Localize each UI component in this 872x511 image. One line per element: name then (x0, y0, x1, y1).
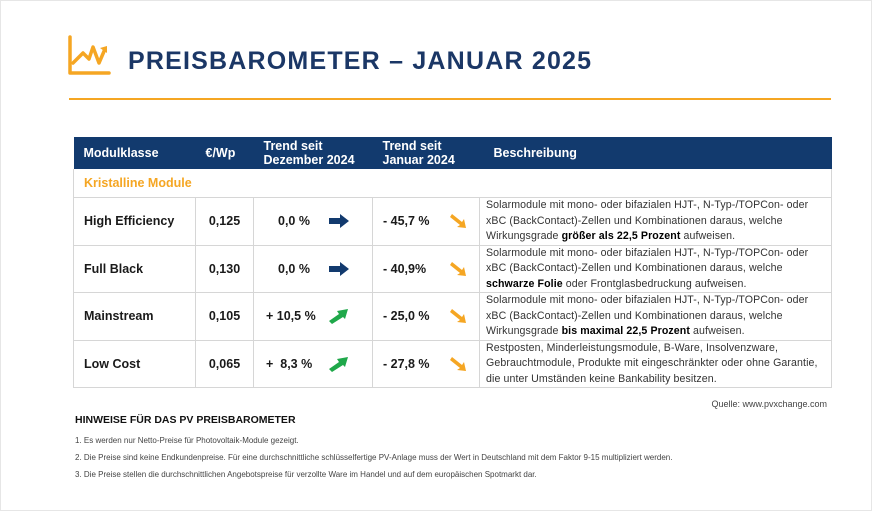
trend-dec-value: + 10,5 % (266, 309, 316, 324)
col-header-trend-jan-line2: Januar 2024 (382, 153, 455, 167)
note-item: 1. Es werden nur Netto-Preise für Photov… (75, 436, 299, 445)
arrow-down-right-icon (450, 309, 466, 324)
module-class: High Efficiency (73, 197, 196, 246)
description-text-end: aufweisen. (690, 325, 745, 337)
description-text: Restposten, Minderleistungsmodule, B-War… (486, 341, 818, 385)
table-header: Modulklasse €/Wp Trend seit Dezember 2024… (73, 137, 832, 169)
title-divider (69, 98, 831, 100)
category-row: Kristalline Module (73, 169, 832, 198)
description-text: Solarmodule mit mono- oder bifazialen HJ… (486, 199, 809, 242)
trend-dec-cell: + 8,3 % (253, 339, 373, 388)
note-item: 2. Die Preise sind keine Endkundenpreise… (75, 453, 673, 462)
col-header-trend-jan: Trend seit Januar 2024 (372, 137, 480, 169)
arrow-up-right-icon (329, 309, 348, 325)
description: Solarmodule mit mono- oder bifazialen HJ… (479, 292, 832, 341)
arrow-down-right-icon (450, 261, 466, 276)
trend-jan-cell: - 40,9% (372, 244, 480, 293)
note-item: 3. Die Preise stellen die durchschnittli… (75, 470, 537, 479)
description-text: Solarmodule mit mono- oder bifazialen HJ… (486, 294, 809, 337)
trend-dec-cell: 0,0 % (253, 197, 373, 246)
table-row: Mainstream 0,105 + 10,5 % - 25,0 % Solar… (73, 292, 832, 341)
trend-chart-icon (68, 35, 111, 75)
trend-jan-value: - 25,0 % (383, 309, 430, 324)
col-header-trend-jan-line1: Trend seit (382, 139, 442, 153)
trend-jan-value: - 40,9% (383, 261, 427, 276)
description-text-end: oder Frontglasbedruckung aufweisen. (562, 277, 747, 290)
price-value: 0,125 (195, 197, 254, 246)
trend-dec-cell: 0,0 % (253, 244, 373, 293)
price-table: Modulklasse €/Wp Trend seit Dezember 2024… (73, 137, 832, 388)
description-highlight: bis maximal 22,5 Prozent (561, 325, 690, 337)
trend-jan-cell: - 25,0 % (372, 292, 480, 341)
table-row: High Efficiency 0,125 0,0 % - 45,7 % Sol… (73, 197, 832, 246)
trend-dec-value: + 8,3 % (266, 356, 313, 371)
col-header-trend-dec-line2: Dezember 2024 (263, 153, 355, 167)
trend-jan-cell: - 45,7 % (372, 197, 480, 246)
table-row: Full Black 0,130 0,0 % - 40,9% Solarmodu… (73, 244, 832, 293)
description-text-end: aufweisen. (680, 230, 736, 242)
category-label: Kristalline Module (73, 169, 832, 198)
notes-title: HINWEISE FÜR DAS PV PREISBAROMETER (75, 414, 296, 426)
trend-jan-value: - 45,7 % (383, 214, 430, 229)
price-value: 0,130 (195, 244, 254, 293)
trend-jan-value: - 27,8 % (383, 356, 430, 371)
description: Solarmodule mit mono- oder bifazialen HJ… (479, 244, 832, 293)
trend-dec-value: 0,0 % (278, 261, 310, 276)
arrow-down-right-icon (450, 214, 466, 229)
arrow-right-icon (329, 261, 349, 276)
trend-jan-cell: - 27,8 % (372, 339, 480, 388)
col-header-trend-dec-line1: Trend seit (263, 139, 323, 153)
arrow-up-right-icon (329, 356, 348, 372)
module-class: Mainstream (73, 292, 196, 341)
price-value: 0,105 (195, 292, 254, 341)
description: Restposten, Minderleistungsmodule, B-War… (479, 339, 832, 388)
trend-dec-cell: + 10,5 % (253, 292, 373, 341)
module-class: Low Cost (73, 339, 196, 388)
arrow-right-icon (329, 214, 349, 229)
col-header-modulklasse: Modulklasse (73, 137, 196, 169)
description-highlight: schwarze Folie (486, 277, 563, 290)
col-header-trend-dec: Trend seit Dezember 2024 (253, 137, 373, 169)
page-title: PREISBAROMETER – JANUAR 2025 (128, 47, 593, 75)
price-value: 0,065 (195, 339, 254, 388)
module-class: Full Black (73, 244, 196, 293)
arrow-down-right-icon (450, 356, 466, 371)
col-header-price: €/Wp (195, 137, 254, 169)
description-highlight: größer als 22,5 Prozent (561, 230, 681, 242)
source-link[interactable]: Quelle: www.pvxchange.com (711, 399, 827, 409)
trend-dec-value: 0,0 % (278, 214, 310, 229)
description-text: Solarmodule mit mono- oder bifazialen HJ… (486, 246, 809, 275)
table-row: Low Cost 0,065 + 8,3 % - 27,8 % Restpost… (73, 339, 832, 388)
col-header-description: Beschreibung (479, 137, 832, 169)
description: Solarmodule mit mono- oder bifazialen HJ… (479, 197, 832, 246)
